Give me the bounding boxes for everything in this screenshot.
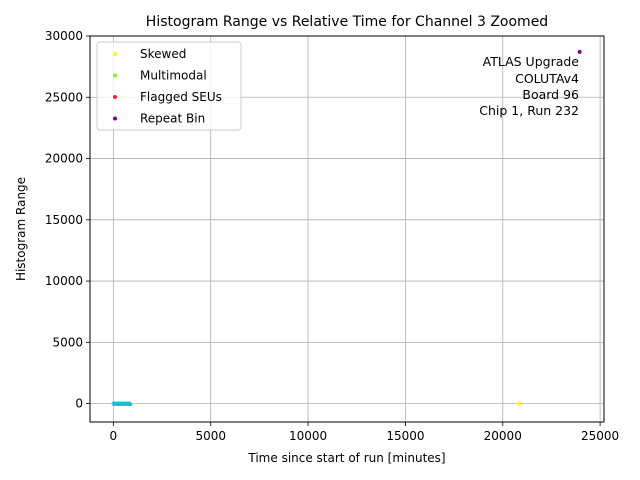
x-tick-label: 25000 — [581, 429, 619, 443]
bulk-series — [112, 401, 133, 406]
legend-box — [96, 41, 242, 131]
legend-label: Skewed — [140, 47, 186, 61]
annotation-line-4: Chip 1, Run 232 — [479, 103, 579, 118]
y-axis-label: Histogram Range — [14, 177, 28, 281]
scatter-point-repeat-bin — [577, 49, 582, 54]
y-tick-label: 0 — [75, 397, 83, 411]
x-axis-label: Time since start of run [minutes] — [247, 451, 445, 465]
y-axis-ticks: 0 5000 10000 15000 20000 25000 30000 — [45, 29, 90, 411]
y-tick-label: 30000 — [45, 29, 83, 43]
annotation-line-3: Board 96 — [522, 87, 579, 102]
legend-marker — [113, 116, 117, 121]
legend-entries: Skewed Multimodal Flagged SEUs Repeat Bin — [113, 47, 222, 126]
legend-marker — [113, 52, 117, 56]
y-tick-label: 20000 — [45, 152, 83, 166]
legend-marker — [113, 95, 117, 99]
chart-title: Histogram Range vs Relative Time for Cha… — [146, 14, 548, 30]
annotation-line-2: COLUTAv4 — [515, 71, 579, 86]
x-axis-ticks: 0 5000 10000 15000 20000 25000 — [110, 422, 619, 443]
legend-label: Multimodal — [140, 69, 207, 83]
y-tick-label: 5000 — [52, 335, 83, 349]
legend: Skewed Multimodal Flagged SEUs Repeat Bin — [96, 41, 242, 131]
legend-label: Repeat Bin — [140, 112, 205, 126]
annotation-line-1: ATLAS Upgrade — [483, 54, 580, 69]
scatter-point-skewed — [517, 401, 522, 406]
grid — [90, 35, 604, 422]
legend-marker — [113, 73, 117, 78]
x-tick-label: 0 — [110, 429, 118, 443]
bulk-point — [129, 403, 133, 406]
x-tick-label: 10000 — [289, 429, 327, 443]
y-tick-label: 25000 — [45, 90, 83, 104]
scatter-points — [517, 49, 582, 406]
x-tick-label: 15000 — [386, 429, 424, 443]
run-annotation: ATLAS Upgrade COLUTAv4 Board 96 Chip 1, … — [479, 54, 579, 118]
y-tick-label: 15000 — [45, 213, 83, 227]
y-tick-label: 10000 — [45, 274, 83, 288]
x-tick-label: 5000 — [195, 429, 226, 443]
x-tick-label: 20000 — [484, 429, 522, 443]
axes-frame — [89, 35, 605, 423]
legend-label: Flagged SEUs — [140, 90, 222, 104]
